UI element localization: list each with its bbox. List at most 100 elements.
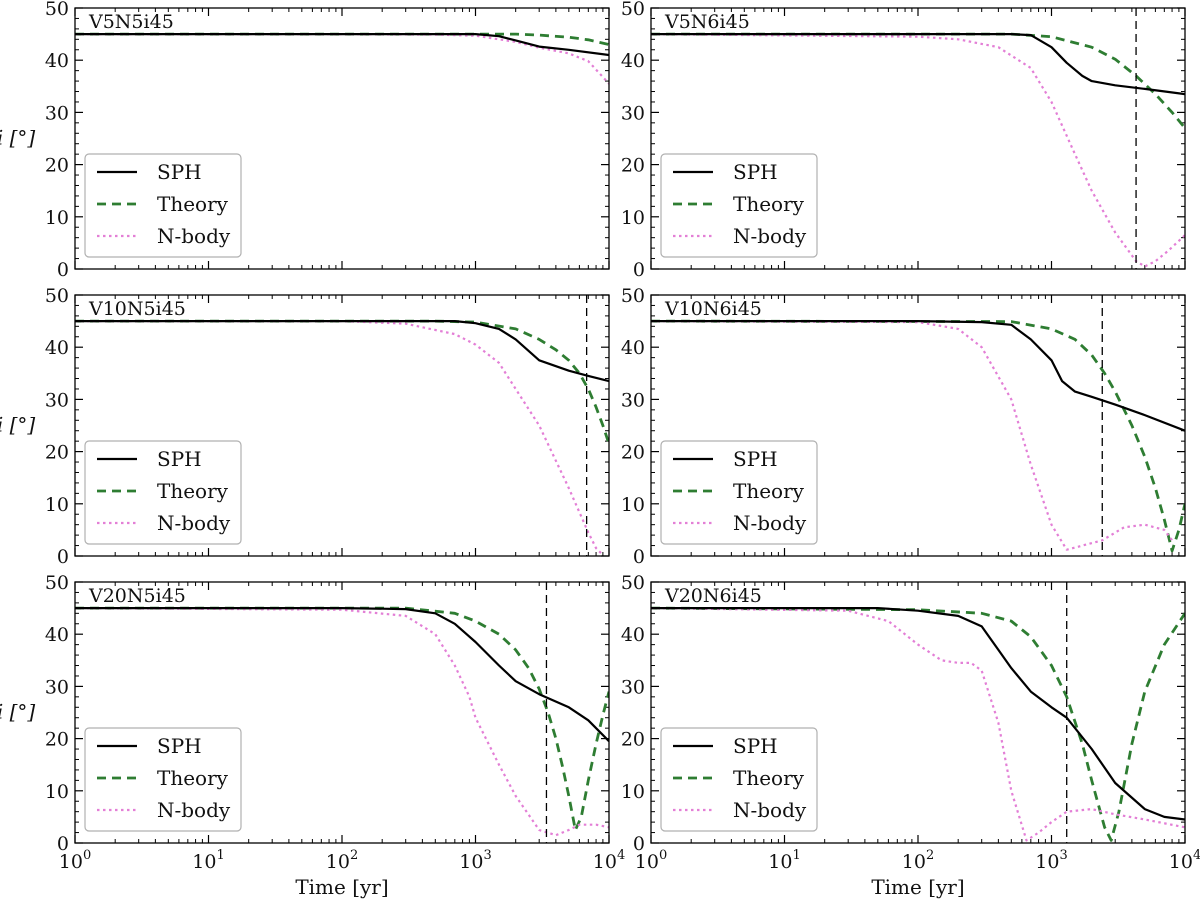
legend-label: N-body bbox=[157, 511, 231, 535]
legend-label: Theory bbox=[157, 766, 229, 790]
legend-label: Theory bbox=[157, 192, 229, 216]
series-line-sph bbox=[651, 320, 1185, 432]
plot-frame bbox=[74, 7, 610, 270]
series-line-sph bbox=[75, 33, 609, 57]
series-line-n-body bbox=[651, 320, 1173, 551]
x-minor-ticks bbox=[75, 295, 609, 556]
y-tick-label: 50 bbox=[45, 285, 69, 307]
legend-label: SPH bbox=[733, 447, 778, 471]
x-minor-ticks bbox=[651, 8, 1185, 269]
plot-frame bbox=[650, 581, 1186, 844]
y-tick-label: 0 bbox=[633, 833, 645, 855]
y-axis-label: i [°] bbox=[0, 126, 35, 150]
plot-frame bbox=[650, 294, 1186, 557]
x-tick-label: 100 bbox=[59, 848, 91, 873]
legend-label: N-body bbox=[733, 224, 807, 248]
x-tick-label: 104 bbox=[1169, 848, 1200, 873]
legend: SPH Theory N-body bbox=[84, 727, 242, 832]
series-line-n-body bbox=[651, 607, 1185, 842]
legend-box bbox=[660, 727, 818, 832]
y-tick-label: 20 bbox=[621, 155, 645, 177]
y-tick-label: 20 bbox=[45, 729, 69, 751]
series-line-n-body bbox=[75, 320, 604, 556]
y-tick-label: 30 bbox=[621, 676, 645, 698]
y-tick-label: 50 bbox=[45, 572, 69, 594]
panel-V10N5i45: 0 10 20 30 40 50 i [°] V10N5i45 SPH Theory N-body bbox=[0, 285, 610, 568]
legend-label: Theory bbox=[733, 479, 805, 503]
panel-V20N5i45: 100 101 102 103 104 0 10 20 30 40 50 i [°] Time [yr]… bbox=[0, 572, 625, 899]
panel-V20N6i45: 100 101 102 103 104 0 10 20 30 40 50 Time [yr] V20N6… bbox=[621, 572, 1200, 899]
y-tick-label: 0 bbox=[633, 259, 645, 281]
legend-box bbox=[84, 153, 242, 258]
legend-box bbox=[660, 440, 818, 545]
series-line-theory bbox=[651, 606, 1185, 842]
series-line-sph bbox=[651, 607, 1185, 821]
series-line-sph bbox=[75, 320, 609, 383]
y-tick-label: 50 bbox=[621, 0, 645, 20]
y-tick-label: 10 bbox=[45, 207, 69, 229]
y-tick-label: 30 bbox=[45, 389, 69, 411]
y-tick-label: 30 bbox=[45, 102, 69, 124]
x-tick-label: 101 bbox=[192, 848, 224, 873]
series-line-n-body bbox=[651, 33, 1185, 268]
y-tick-label: 40 bbox=[621, 624, 645, 646]
y-tick-label: 40 bbox=[45, 50, 69, 72]
legend-box bbox=[84, 440, 242, 545]
y-tick-label: 10 bbox=[45, 781, 69, 803]
panel-title: V20N6i45 bbox=[664, 585, 762, 607]
y-axis-label: i [°] bbox=[0, 700, 35, 724]
series-line-theory bbox=[651, 32, 1185, 129]
y-tick-label: 30 bbox=[45, 676, 69, 698]
legend-label: SPH bbox=[157, 160, 202, 184]
x-tick-label: 104 bbox=[593, 848, 625, 873]
legend-box bbox=[84, 727, 242, 832]
series-group bbox=[75, 319, 609, 556]
series-group bbox=[651, 319, 1185, 553]
legend-label: SPH bbox=[157, 447, 202, 471]
y-tick-label: 0 bbox=[57, 833, 69, 855]
y-tick-label: 40 bbox=[621, 50, 645, 72]
legend-label: Theory bbox=[733, 766, 805, 790]
y-tick-label: 40 bbox=[45, 624, 69, 646]
legend: SPH Theory N-body bbox=[660, 440, 818, 545]
panel-title: V5N6i45 bbox=[664, 11, 750, 33]
legend: SPH Theory N-body bbox=[660, 727, 818, 832]
x-minor-ticks bbox=[75, 8, 609, 269]
panel-V5N6i45: 0 10 20 30 40 50 V5N6i45 SPH Theory N-body bbox=[621, 0, 1186, 281]
y-tick-label: 20 bbox=[621, 442, 645, 464]
series-line-n-body bbox=[75, 33, 609, 85]
legend: SPH Theory N-body bbox=[660, 153, 818, 258]
x-axis-label: Time [yr] bbox=[295, 875, 388, 899]
y-tick-label: 50 bbox=[45, 0, 69, 20]
legend-label: N-body bbox=[157, 224, 231, 248]
legend-label: SPH bbox=[157, 734, 202, 758]
panel-title: V20N5i45 bbox=[88, 585, 186, 607]
panel-title: V5N5i45 bbox=[88, 11, 174, 33]
legend-label: SPH bbox=[733, 160, 778, 184]
y-tick-label: 10 bbox=[621, 781, 645, 803]
plot-frame bbox=[650, 7, 1186, 270]
y-tick-label: 10 bbox=[45, 494, 69, 516]
y-tick-label: 20 bbox=[621, 729, 645, 751]
x-minor-ticks bbox=[651, 582, 1185, 843]
legend-box bbox=[660, 153, 818, 258]
plot-frame bbox=[74, 581, 610, 844]
y-tick-label: 40 bbox=[621, 337, 645, 359]
x-tick-label: 102 bbox=[902, 848, 934, 873]
legend: SPH Theory N-body bbox=[84, 440, 242, 545]
x-tick-label: 101 bbox=[768, 848, 800, 873]
legend: SPH Theory N-body bbox=[84, 153, 242, 258]
plot-frame bbox=[74, 294, 610, 557]
panel-V5N5i45: 0 10 20 30 40 50 i [°] V5N5i45 SPH Theory N-body bbox=[0, 0, 610, 281]
x-axis-label: Time [yr] bbox=[871, 875, 964, 899]
series-group bbox=[651, 32, 1185, 268]
y-tick-label: 0 bbox=[57, 259, 69, 281]
y-tick-label: 40 bbox=[45, 337, 69, 359]
legend-label: N-body bbox=[157, 798, 231, 822]
x-minor-ticks bbox=[75, 582, 609, 843]
series-line-sph bbox=[651, 33, 1185, 96]
series-group bbox=[75, 32, 609, 85]
legend-label: Theory bbox=[733, 192, 805, 216]
series-line-sph bbox=[75, 607, 609, 742]
x-tick-label: 100 bbox=[635, 848, 667, 873]
